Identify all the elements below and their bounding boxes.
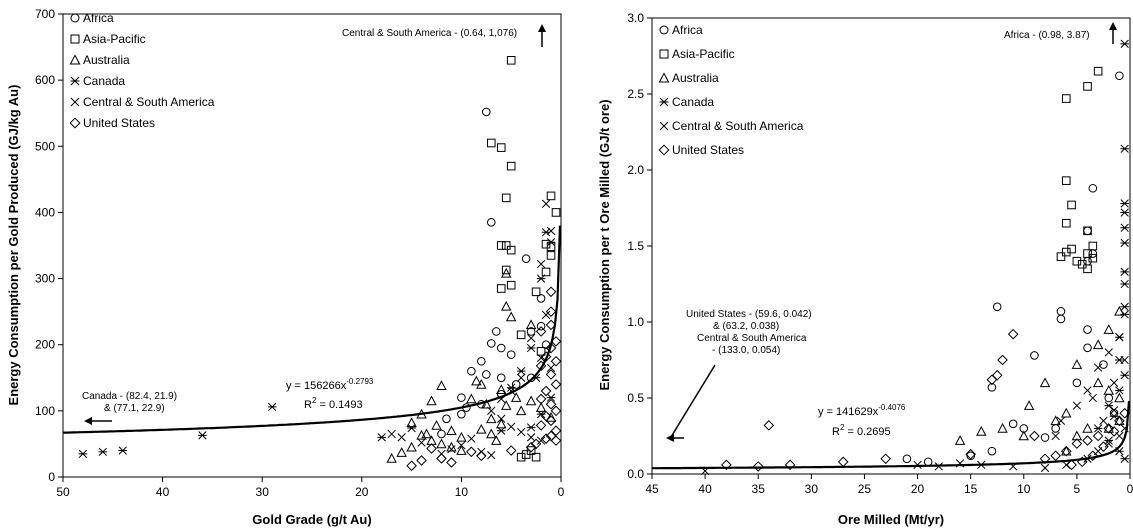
y-tick-label: 1.5 (627, 239, 644, 253)
x-tick-label: 5 (1074, 482, 1081, 496)
y-tick-label: 200 (35, 338, 55, 352)
x-tick-label: 10 (455, 485, 469, 499)
y-tick-label: 600 (35, 73, 55, 87)
x-axis-label: Ore Milled (Mt/yr) (838, 512, 944, 527)
legend-label: Canada (672, 95, 714, 109)
legend-label: United States (672, 143, 744, 157)
x-tick-label: 30 (805, 482, 819, 496)
x-tick-label: 50 (56, 485, 70, 499)
x-tick-label: 40 (698, 482, 712, 496)
legend-label: Australia (672, 71, 719, 85)
offscale-left-annotation-3: Central & South America (697, 333, 807, 344)
x-tick-label: 30 (256, 485, 270, 499)
x-axis-label: Gold Grade (g/t Au) (252, 512, 371, 527)
y-tick-label: 3.0 (627, 11, 644, 25)
x-tick-label: 25 (858, 482, 872, 496)
y-tick-label: 0 (48, 470, 55, 484)
offscale-left-annotation-2: & (77.1, 22.9) (104, 403, 165, 414)
x-tick-label: 0 (558, 485, 565, 499)
x-tick-label: 45 (645, 482, 659, 496)
y-tick-label: 700 (35, 7, 55, 21)
offscale-top-annotation: Africa - (0.98, 3.87) (1004, 30, 1090, 41)
offscale-left-annotation-4: - (133.0, 0.054) (712, 345, 780, 356)
legend-label: Australia (83, 53, 130, 67)
y-tick-label: 100 (35, 404, 55, 418)
offscale-left-annotation-2: & (63.2, 0.038) (713, 321, 779, 332)
y-axis-label: Energy Consumption per Gold Produced (GJ… (6, 85, 21, 406)
y-tick-label: 300 (35, 272, 55, 286)
legend-label: Asia-Pacific (672, 47, 735, 61)
gold-grade-chart: 50 40 30 20 10 00100200300400500600700 Africa… (6, 7, 565, 527)
y-tick-label: 1.0 (627, 315, 644, 329)
y-tick-label: 500 (35, 139, 55, 153)
legend-label: United States (83, 116, 155, 130)
y-tick-label: 0.5 (627, 391, 644, 405)
offscale-left-annotation-1: Canada - (82.4, 21.9) (82, 391, 177, 402)
y-tick-label: 400 (35, 205, 55, 219)
x-tick-label: 10 (1017, 482, 1031, 496)
legend-label: Canada (83, 74, 125, 88)
y-axis-label: Energy Consumption per t Ore Milled (GJ/… (597, 99, 612, 390)
y-tick-label: 0.0 (627, 467, 644, 481)
x-tick-label: 0 (1127, 482, 1133, 496)
legend-label: Africa (83, 11, 114, 25)
legend-label: Africa (672, 23, 703, 37)
x-tick-label: 20 (911, 482, 925, 496)
y-tick-label: 2.5 (627, 87, 644, 101)
legend-label: Central & South America (672, 119, 804, 133)
x-tick-label: 35 (752, 482, 766, 496)
offscale-top-annotation: Central & South America - (0.64, 1,076) (342, 28, 517, 39)
ore-milled-chart: 45 40 35 30 25 20 15 10 5 00.00.51.01.52.02.53.0 … (597, 11, 1133, 527)
offscale-left-annotation-1: United States - (59.6, 0.042) (686, 309, 812, 320)
x-tick-label: 15 (964, 482, 978, 496)
x-tick-label: 40 (156, 485, 170, 499)
legend-label: Central & South America (83, 95, 215, 109)
x-tick-label: 20 (355, 485, 369, 499)
y-tick-label: 2.0 (627, 163, 644, 177)
legend-label: Asia-Pacific (83, 32, 146, 46)
